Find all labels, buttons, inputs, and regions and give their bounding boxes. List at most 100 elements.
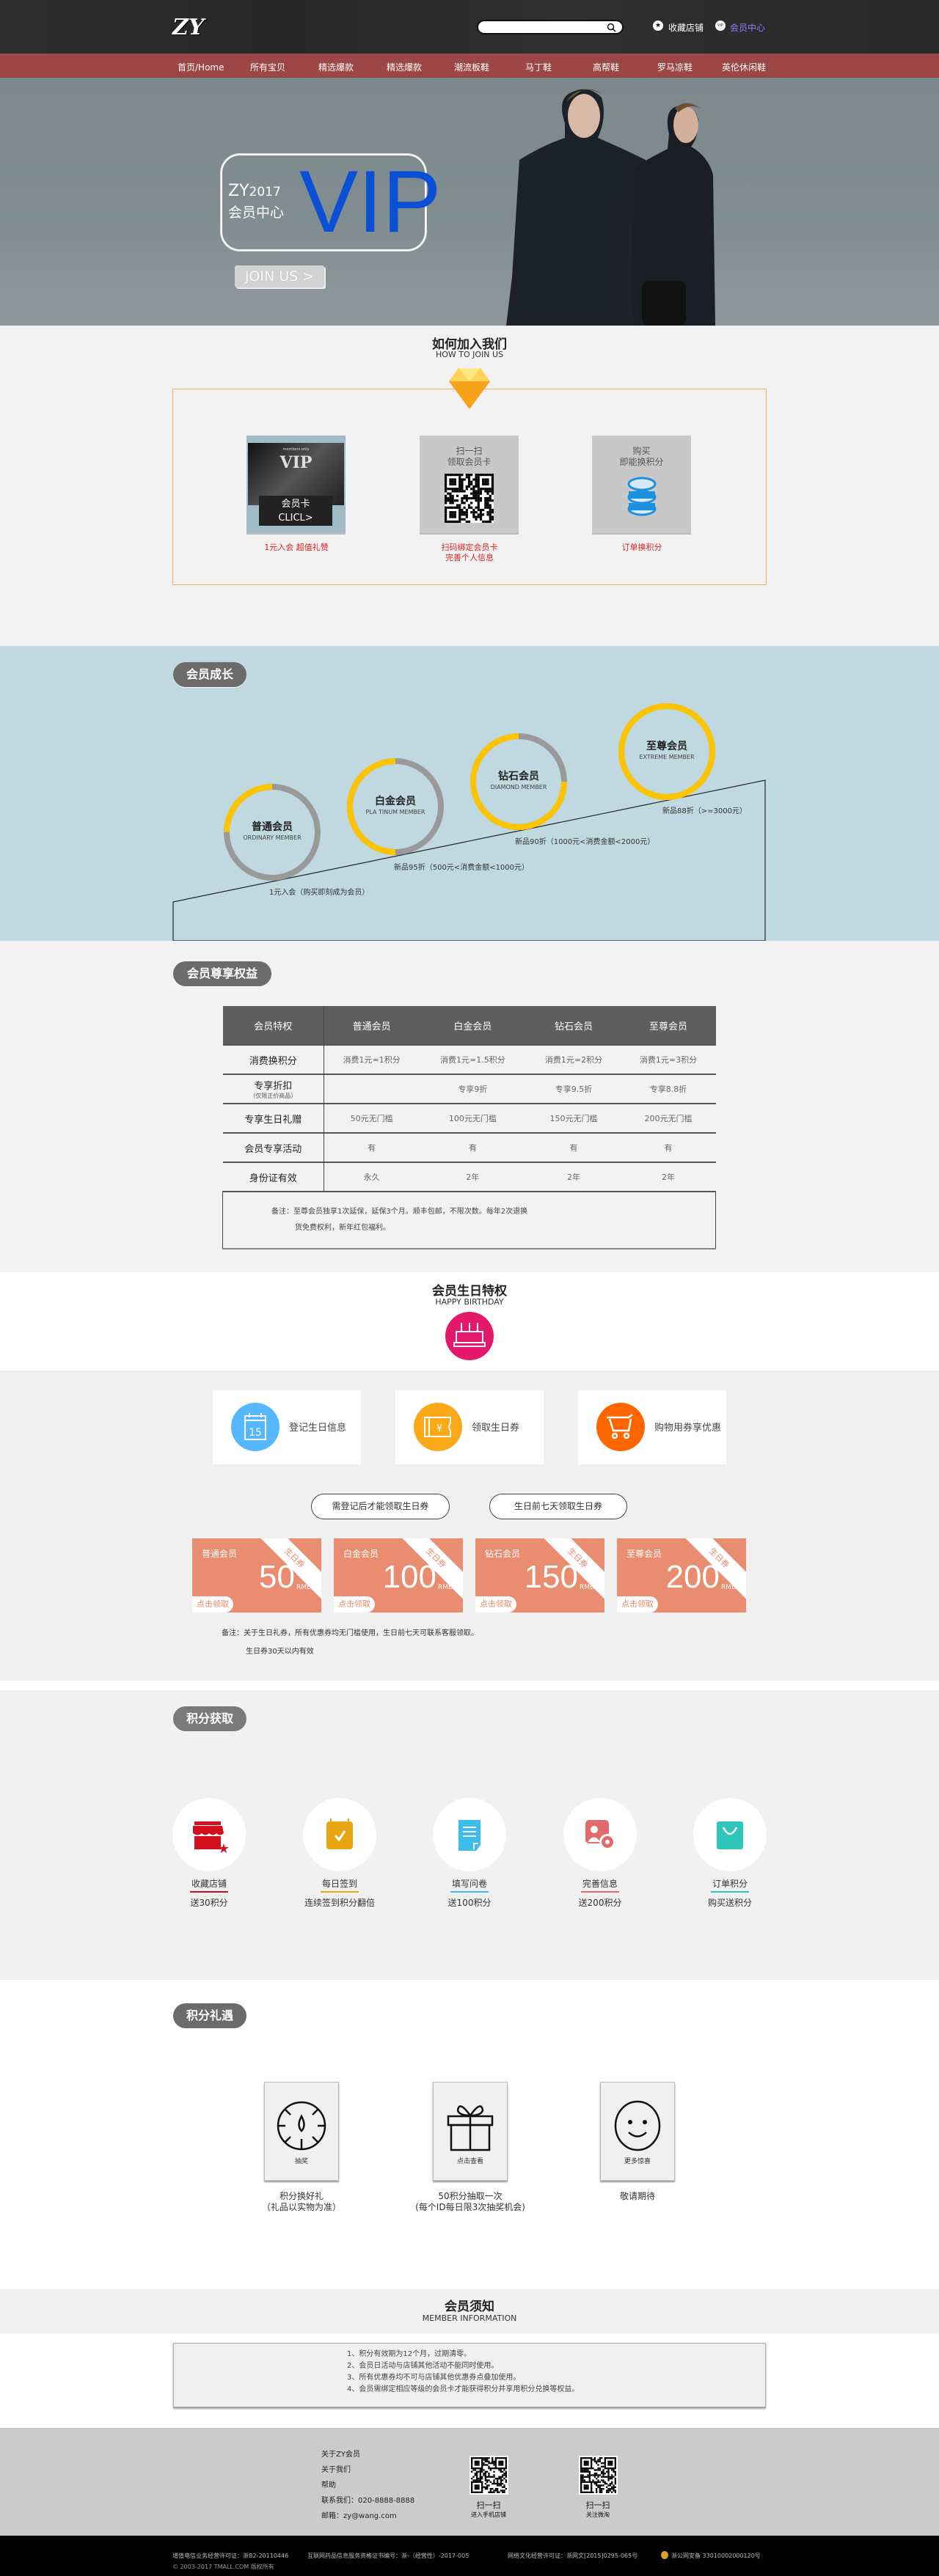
legal-text: 浙公网安备 33010002000120号	[671, 2553, 761, 2559]
gift-caption-line2: （礼品以实物为准）	[261, 2202, 341, 2212]
copyright: © 2003-2017 TMALL.COM 版权所有	[172, 2564, 274, 2570]
table-cell: 专享8.8折	[621, 1074, 716, 1104]
footer-link[interactable]: 关于ZY会员	[321, 2451, 360, 2459]
register-required-button[interactable]: 需登记后才能领取生日券	[311, 1494, 450, 1519]
table-cell: 有	[419, 1133, 527, 1163]
column-header: 钻石会员	[526, 1006, 621, 1046]
level-ring-progress	[470, 733, 567, 830]
table-cell: 消费1元=1积分	[324, 1045, 420, 1075]
coupon-amount-wrap: 150	[475, 1559, 578, 1596]
vip-card-image: members only VIP	[248, 443, 344, 505]
level-requirement: 1元入会（购买即刻成为会员）	[269, 889, 370, 897]
claim-coupon-button[interactable]: 点击领取	[617, 1596, 658, 1612]
note-line: 备注：至尊会员独享1次延保，延保3个月。顺丰包邮，不限次数。每年2次退换	[271, 1208, 528, 1216]
coupon-amount: 100	[382, 1559, 436, 1595]
table-cell: 50元无门槛	[324, 1104, 420, 1134]
search-icon[interactable]	[607, 23, 616, 32]
table-row: 消费换积分 消费1元=1积分 消费1元=1.5积分 消费1元=2积分 消费1元=3积分	[222, 1045, 716, 1075]
gift-card[interactable]: 更多惊喜	[600, 2082, 675, 2181]
points-item[interactable]: ★	[172, 1798, 246, 1871]
birthday-feature-card[interactable]: 购物用券享优惠	[578, 1390, 726, 1464]
coupon-amount-wrap: 200	[617, 1559, 720, 1596]
star-icon[interactable]: ★	[653, 21, 663, 31]
search-input[interactable]	[477, 20, 624, 34]
nav-item[interactable]: 英伦休闲鞋	[722, 62, 767, 73]
nav-item[interactable]: 罗马凉鞋	[657, 62, 693, 73]
hero-brand: ZY2017	[228, 182, 281, 200]
column-header: 白金会员	[419, 1006, 527, 1046]
birthday-feature-card[interactable]: ¥ 领取生日券	[395, 1390, 544, 1464]
points-item-underline	[321, 1891, 359, 1893]
birthday-coupon[interactable]: 生日券 白金会员 100 RMB 点击领取	[334, 1538, 463, 1612]
coupon-amount-wrap: 100	[334, 1559, 436, 1596]
row-header-name: 专享生日礼赠	[244, 1114, 302, 1126]
gift-caption-line1: 积分换好礼	[279, 2191, 324, 2201]
footer-link[interactable]: 帮助	[321, 2481, 336, 2489]
join-us-button[interactable]: JOIN US >	[235, 265, 324, 287]
member-center-link[interactable]: 会员中心	[730, 23, 766, 33]
gift-card[interactable]: 抽奖	[264, 2082, 339, 2181]
scan-line1: 扫一扫	[456, 446, 483, 456]
qr-code[interactable]	[470, 2456, 508, 2495]
birthday-note-2: 生日券30天以内有效	[246, 1648, 314, 1656]
join-title: 如何加入我们	[432, 337, 507, 352]
points-item-reward: 送200积分	[578, 1898, 622, 1908]
scan-line2: 领取会员卡	[447, 457, 492, 467]
birthday-coupon[interactable]: 生日券 至尊会员 200 RMB 点击领取	[617, 1538, 746, 1612]
nav-item[interactable]: 精选爆款	[387, 62, 423, 73]
table-row: 专享折扣 （仅限正价商品） 专享9折 专享9.5折 专享8.8折	[222, 1074, 716, 1104]
gift-card[interactable]: 点击查看	[433, 2082, 508, 2181]
nav-item[interactable]: 马丁鞋	[525, 62, 552, 73]
qr-code[interactable]	[445, 474, 494, 523]
birthday-feature-card[interactable]: 15 登记生日信息	[213, 1390, 361, 1464]
buy-card: 购买 即能换积分	[592, 436, 691, 535]
checkin-icon	[318, 1813, 362, 1860]
claim-coupon-button[interactable]: 点击领取	[334, 1596, 375, 1612]
growth-label: 会员成长	[173, 662, 246, 687]
join-subtitle: HOW TO JOIN US	[435, 350, 504, 359]
buy-line1: 购买	[632, 446, 651, 456]
footer-link[interactable]: 关于我们	[321, 2466, 351, 2474]
points-item[interactable]	[433, 1798, 506, 1871]
birthday-coupon[interactable]: 生日券 钻石会员 150 RMB 点击领取	[475, 1538, 604, 1612]
qr-code[interactable]	[579, 2456, 618, 2495]
feature-label: 登记生日信息	[289, 1423, 347, 1434]
points-item[interactable]	[693, 1798, 767, 1871]
points-item-title: 完善信息	[582, 1879, 618, 1889]
gift-caption: 积分换好礼 （礼品以实物为准）	[221, 2191, 382, 2213]
birthday-coupon[interactable]: 生日券 普通会员 50 RMB 点击领取	[192, 1538, 321, 1612]
favorite-store-link[interactable]: 收藏店铺	[668, 23, 704, 33]
points-item[interactable]	[563, 1798, 637, 1871]
footer-link[interactable]: 邮箱：zy@wang.com	[321, 2512, 397, 2520]
footer-link[interactable]: 联系我们：020-8888-8888	[321, 2497, 415, 2505]
table-cell: 有	[526, 1133, 621, 1163]
claim-coupon-button[interactable]: 点击领取	[475, 1596, 516, 1612]
row-header-name: 专享折扣	[254, 1081, 293, 1092]
level-ring-progress	[347, 758, 444, 855]
member-card-button[interactable]: members only VIP 会员卡 CLICL>	[246, 436, 346, 535]
points-item[interactable]	[303, 1798, 376, 1871]
seven-days-button[interactable]: 生日前七天领取生日券	[489, 1494, 627, 1519]
member-card-label[interactable]: 会员卡 CLICL>	[259, 496, 332, 526]
gift-icon	[445, 2100, 496, 2154]
table-row: 会员专享活动有有有有	[222, 1133, 716, 1163]
table-cell: 专享9折	[419, 1074, 527, 1104]
nav-item[interactable]: 潮流板鞋	[454, 62, 490, 73]
nav-item[interactable]: 高帮鞋	[593, 62, 620, 73]
points-item-title: 收藏店铺	[191, 1879, 227, 1889]
join-caption-2: 扫码绑定会员卡 完善个人信息	[396, 543, 543, 563]
claim-coupon-button[interactable]: 点击领取	[192, 1596, 233, 1612]
points-item-title: 订单积分	[712, 1879, 748, 1889]
nav-item[interactable]: 首页/Home	[178, 62, 224, 73]
nav-item[interactable]: 精选爆款	[318, 62, 354, 73]
feature-label: 领取生日券	[472, 1423, 520, 1434]
coins-icon	[627, 477, 657, 516]
legal-bar	[0, 2536, 939, 2576]
notice-item: 4、会员需绑定相应等级的会员卡才能获得积分并享用积分兑换等权益。	[347, 2385, 580, 2393]
police-badge-icon	[661, 2551, 668, 2559]
logo[interactable]: ZY	[172, 15, 205, 40]
main-nav: 首页/Home 所有宝贝 精选爆款 精选爆款 潮流板鞋 马丁鞋 高帮鞋 罗马凉鞋 英伦休闲鞋	[0, 54, 939, 79]
svg-text:15: 15	[249, 1427, 262, 1439]
table-cell: 2年	[621, 1162, 716, 1192]
nav-item[interactable]: 所有宝贝	[250, 62, 286, 73]
